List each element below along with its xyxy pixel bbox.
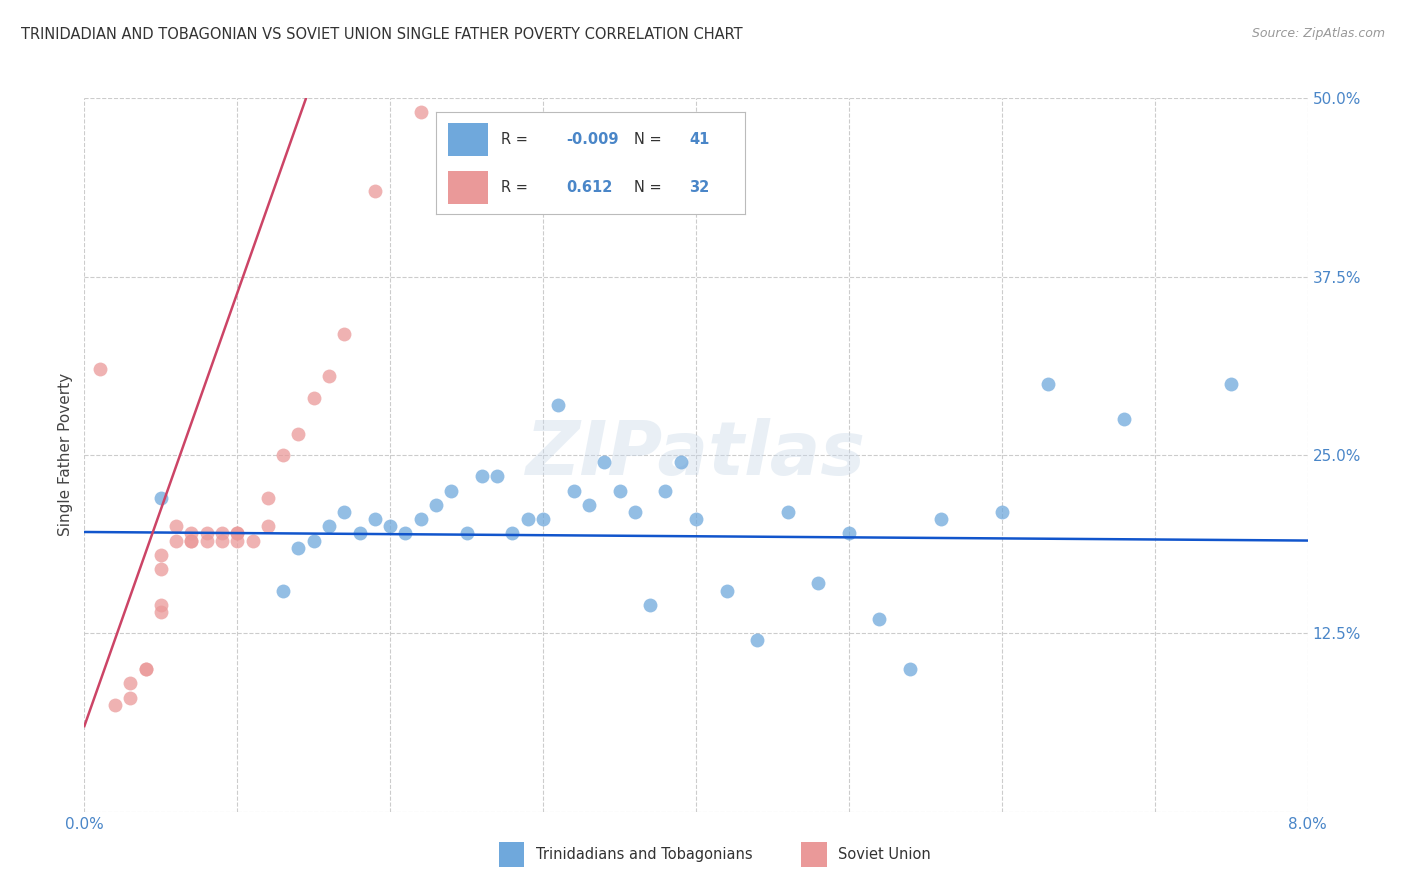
Point xyxy=(135,662,157,676)
Point xyxy=(287,541,309,555)
Point xyxy=(456,526,478,541)
Point xyxy=(364,512,387,526)
Point xyxy=(547,398,569,412)
Point xyxy=(638,598,661,612)
Text: N =: N = xyxy=(634,180,666,195)
Point xyxy=(257,491,280,505)
Point xyxy=(104,698,127,712)
Point xyxy=(869,612,891,626)
Point xyxy=(776,505,799,519)
Point xyxy=(747,633,769,648)
Point xyxy=(226,526,249,541)
Text: N =: N = xyxy=(634,132,666,146)
Point xyxy=(333,505,356,519)
Text: Source: ZipAtlas.com: Source: ZipAtlas.com xyxy=(1251,27,1385,40)
Text: Trinidadians and Tobagonians: Trinidadians and Tobagonians xyxy=(536,847,752,862)
Point xyxy=(516,512,538,526)
Point xyxy=(380,519,402,533)
Text: R =: R = xyxy=(501,180,533,195)
Text: 41: 41 xyxy=(689,132,710,146)
Point xyxy=(609,483,631,498)
Point xyxy=(180,533,202,548)
Point xyxy=(257,519,280,533)
Point xyxy=(807,576,830,591)
Point xyxy=(502,526,524,541)
Point xyxy=(120,690,142,705)
Point xyxy=(1114,412,1136,426)
Point xyxy=(271,583,294,598)
Text: -0.009: -0.009 xyxy=(565,132,619,146)
Point xyxy=(226,526,249,541)
Point xyxy=(226,533,249,548)
Point xyxy=(120,676,142,690)
Point xyxy=(685,512,707,526)
Point xyxy=(486,469,509,483)
Point xyxy=(593,455,616,469)
Point xyxy=(149,605,172,619)
Point xyxy=(242,533,264,548)
Point xyxy=(195,526,218,541)
FancyBboxPatch shape xyxy=(449,123,488,155)
Y-axis label: Single Father Poverty: Single Father Poverty xyxy=(58,374,73,536)
Point xyxy=(669,455,692,469)
Point xyxy=(898,662,921,676)
Point xyxy=(333,326,356,341)
Point xyxy=(394,526,416,541)
Text: 32: 32 xyxy=(689,180,710,195)
Point xyxy=(165,519,187,533)
Text: ZIPatlas: ZIPatlas xyxy=(526,418,866,491)
Point xyxy=(211,533,233,548)
Point xyxy=(929,512,952,526)
Point xyxy=(149,491,172,505)
Point xyxy=(562,483,585,498)
Point xyxy=(149,562,172,576)
Point xyxy=(1036,376,1059,391)
Point xyxy=(654,483,676,498)
Point xyxy=(271,448,294,462)
Point xyxy=(716,583,738,598)
Point xyxy=(349,526,371,541)
Point xyxy=(165,533,187,548)
Point xyxy=(624,505,647,519)
Point xyxy=(838,526,860,541)
Text: TRINIDADIAN AND TOBAGONIAN VS SOVIET UNION SINGLE FATHER POVERTY CORRELATION CHA: TRINIDADIAN AND TOBAGONIAN VS SOVIET UNI… xyxy=(21,27,742,42)
Point xyxy=(440,483,463,498)
Point xyxy=(302,533,325,548)
Point xyxy=(211,526,233,541)
Point xyxy=(531,512,554,526)
Point xyxy=(318,369,340,384)
Point xyxy=(364,184,387,198)
Point xyxy=(149,598,172,612)
Point xyxy=(1220,376,1243,391)
Text: 0.612: 0.612 xyxy=(565,180,612,195)
Point xyxy=(409,105,432,120)
Point xyxy=(180,533,202,548)
Point xyxy=(287,426,309,441)
Point xyxy=(180,526,202,541)
Point xyxy=(471,469,494,483)
Point xyxy=(302,391,325,405)
Point xyxy=(425,498,447,512)
Point xyxy=(149,548,172,562)
Point xyxy=(578,498,600,512)
Point xyxy=(991,505,1014,519)
FancyBboxPatch shape xyxy=(449,171,488,204)
Point xyxy=(89,362,111,376)
Point xyxy=(409,512,432,526)
Point xyxy=(135,662,157,676)
Point xyxy=(318,519,340,533)
Text: R =: R = xyxy=(501,132,533,146)
Point xyxy=(195,533,218,548)
Text: Soviet Union: Soviet Union xyxy=(838,847,931,862)
